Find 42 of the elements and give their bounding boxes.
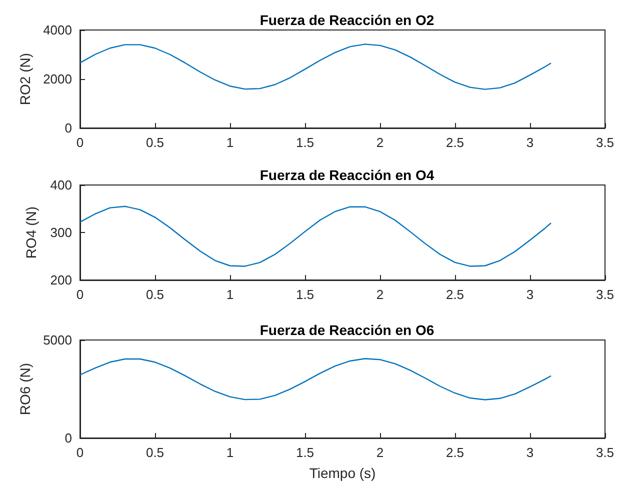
x-tick-label: 1	[226, 445, 234, 460]
x-tick-label: 1.5	[296, 287, 314, 302]
y-tick-label: 0	[64, 430, 72, 446]
y-tick-label: 400	[50, 178, 72, 192]
x-tick-label: 2.5	[446, 445, 464, 460]
line-series	[79, 44, 552, 90]
y-tick-label: 300	[50, 225, 72, 240]
x-tick-label: 1.5	[296, 135, 314, 150]
x-tick-label: 3.5	[596, 135, 614, 150]
x-tick-label: 0	[76, 135, 84, 150]
x-tick-label: 0.5	[146, 445, 164, 460]
y-tick-label: 200	[50, 272, 72, 288]
x-tick-label: 3	[526, 445, 534, 460]
x-tick-label: 0.5	[146, 135, 164, 150]
x-tick-label: 2.5	[446, 135, 464, 150]
x-tick-label: 2.5	[446, 287, 464, 302]
x-tick-label: 0	[76, 445, 84, 460]
y-axis-title: RO2 (N)	[17, 52, 34, 106]
x-tick-label: 3.5	[596, 287, 614, 302]
x-tick-label: 3	[526, 135, 534, 150]
y-axis-title: RO4 (N)	[23, 206, 39, 259]
chart-title: Fuerza de Reacción en O6	[260, 322, 434, 338]
x-axis-title: Tiempo (s)	[309, 465, 376, 481]
x-tick-label: 3	[526, 287, 534, 302]
line-series	[79, 358, 552, 400]
x-tick-label: 2	[376, 445, 384, 460]
y-tick-label: 0	[64, 120, 72, 136]
x-tick-label: 1	[226, 135, 234, 150]
chart-title: Fuerza de Reacción en O2	[260, 12, 434, 28]
x-tick-label: 2	[376, 135, 384, 150]
y-tick-label: 5000	[43, 332, 72, 348]
x-tick-label: 2	[376, 287, 384, 302]
y-tick-label: 4000	[43, 22, 72, 38]
y-axis-title: RO6 (N)	[17, 362, 34, 416]
x-tick-label: 3.5	[596, 445, 614, 460]
line-series	[79, 206, 552, 267]
y-tick-label: 2000	[43, 72, 72, 86]
x-tick-label: 0	[76, 287, 84, 302]
x-tick-label: 0.5	[146, 287, 164, 302]
x-tick-label: 1	[226, 287, 234, 302]
chart-title: Fuerza de Reacción en O4	[260, 167, 434, 183]
x-tick-label: 1.5	[296, 445, 314, 460]
